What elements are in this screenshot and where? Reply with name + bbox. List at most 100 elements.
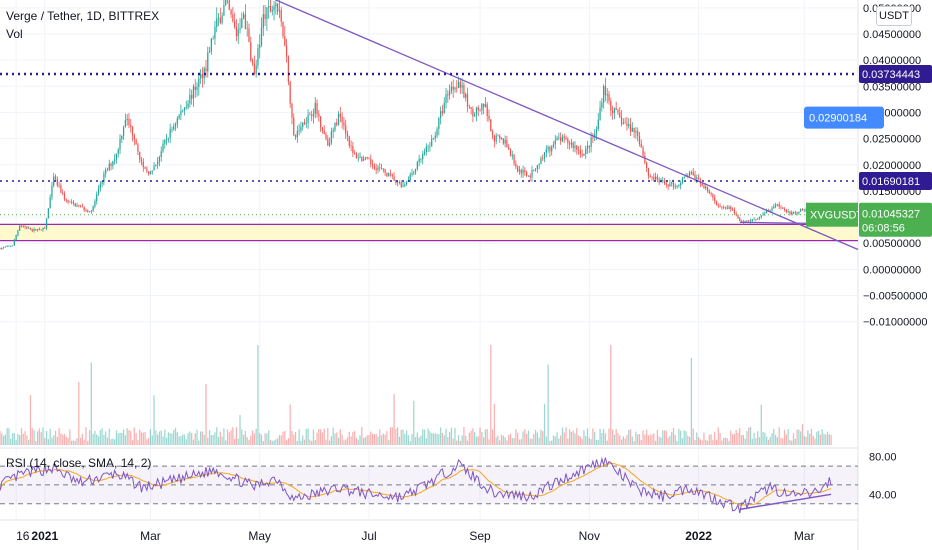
candle-body	[300, 126, 302, 131]
volume-bar	[663, 430, 666, 445]
candle-body	[746, 220, 748, 222]
candle-body	[397, 182, 399, 184]
volume-bar	[357, 439, 359, 445]
candle-body	[495, 135, 497, 142]
volume-bar	[234, 438, 236, 445]
candle-body	[391, 174, 393, 176]
candle-body	[706, 186, 709, 191]
level-badge-label: 0.01690181	[862, 176, 920, 188]
candle-body	[728, 207, 730, 209]
candle-body	[579, 149, 581, 155]
volume-bar	[266, 433, 268, 445]
volume-bar	[821, 429, 823, 445]
volume-bar	[2, 435, 5, 445]
candle-body	[348, 136, 350, 146]
level-badge-label: 0.02900184	[809, 113, 867, 125]
volume-bar	[354, 430, 356, 445]
candle-body	[635, 131, 637, 133]
candle-body	[361, 156, 363, 161]
candle-body	[753, 219, 755, 220]
candle-body	[97, 188, 100, 195]
candle-body	[90, 210, 92, 212]
volume-bar	[452, 438, 454, 445]
volume-bar	[140, 432, 143, 445]
candle-body	[371, 164, 374, 166]
volume-bar	[389, 427, 392, 445]
candle-body	[414, 169, 417, 173]
candle-body	[277, 3, 279, 12]
candle-body	[500, 138, 503, 139]
candle-body	[142, 161, 144, 168]
candle-body	[350, 145, 352, 147]
volume-bar	[724, 437, 727, 445]
candle-body	[96, 194, 98, 202]
volume-bar	[180, 436, 182, 445]
candle-body	[522, 170, 524, 174]
volume-bar	[126, 428, 128, 445]
candle-body	[246, 28, 248, 30]
candle-body	[649, 175, 651, 177]
candle-body	[479, 110, 481, 111]
volume-bar	[203, 434, 205, 445]
volume-bar	[755, 438, 757, 445]
candle-body	[380, 168, 383, 170]
currency-button[interactable]: USDT	[876, 6, 912, 26]
candle-body	[509, 148, 512, 156]
candle-body	[302, 122, 304, 127]
volume-bar	[688, 436, 691, 445]
candle-body	[318, 113, 320, 117]
volume-bar	[810, 428, 813, 445]
current-price-badge	[859, 202, 932, 237]
candle-body	[517, 166, 519, 172]
volume-bar	[773, 428, 775, 445]
volume-bar	[714, 431, 716, 445]
volume-bar	[334, 433, 336, 445]
candle-body	[794, 212, 796, 214]
candle-body	[504, 139, 506, 144]
volume-bar	[88, 430, 91, 445]
candle-body	[665, 183, 667, 185]
candle-body	[26, 227, 28, 229]
candle-body	[576, 145, 578, 150]
volume-bar	[733, 433, 736, 445]
candle-body	[282, 21, 284, 37]
y-tick-label: 0.02500000	[863, 134, 921, 146]
candle-body	[8, 245, 10, 247]
x-tick-label: Mar	[794, 529, 815, 543]
candle-body	[99, 183, 101, 189]
volume-bar	[189, 431, 191, 445]
volume-bar	[658, 436, 660, 445]
candle-body	[309, 114, 311, 116]
candle-body	[533, 169, 535, 171]
volume-bar	[456, 440, 458, 445]
volume-bar	[508, 435, 510, 445]
candle-body	[751, 219, 753, 221]
candle-body	[556, 138, 558, 141]
volume-bar	[343, 440, 345, 445]
candle-body	[67, 200, 69, 202]
candle-body	[130, 125, 132, 127]
candle-body	[640, 143, 642, 148]
volume-bar	[570, 431, 573, 445]
candle-body	[529, 175, 531, 178]
volume-bar	[529, 438, 531, 445]
candle-body	[110, 163, 112, 166]
candle-body	[524, 170, 526, 172]
volume-bar	[672, 428, 675, 445]
candle-body	[724, 207, 727, 209]
candle-body	[15, 235, 17, 240]
candle-body	[51, 185, 53, 198]
volume-bar	[0, 430, 1, 445]
volume-bar	[157, 434, 159, 445]
candle-body	[6, 246, 8, 247]
candle-body	[780, 206, 782, 208]
volume-bar	[488, 439, 490, 445]
candle-body	[488, 115, 490, 120]
volume-bar	[706, 440, 709, 445]
volume-bar	[250, 435, 252, 445]
candle-body	[294, 135, 297, 138]
candle-body	[180, 111, 182, 116]
candle-body	[244, 14, 247, 29]
volume-bar	[380, 435, 383, 445]
